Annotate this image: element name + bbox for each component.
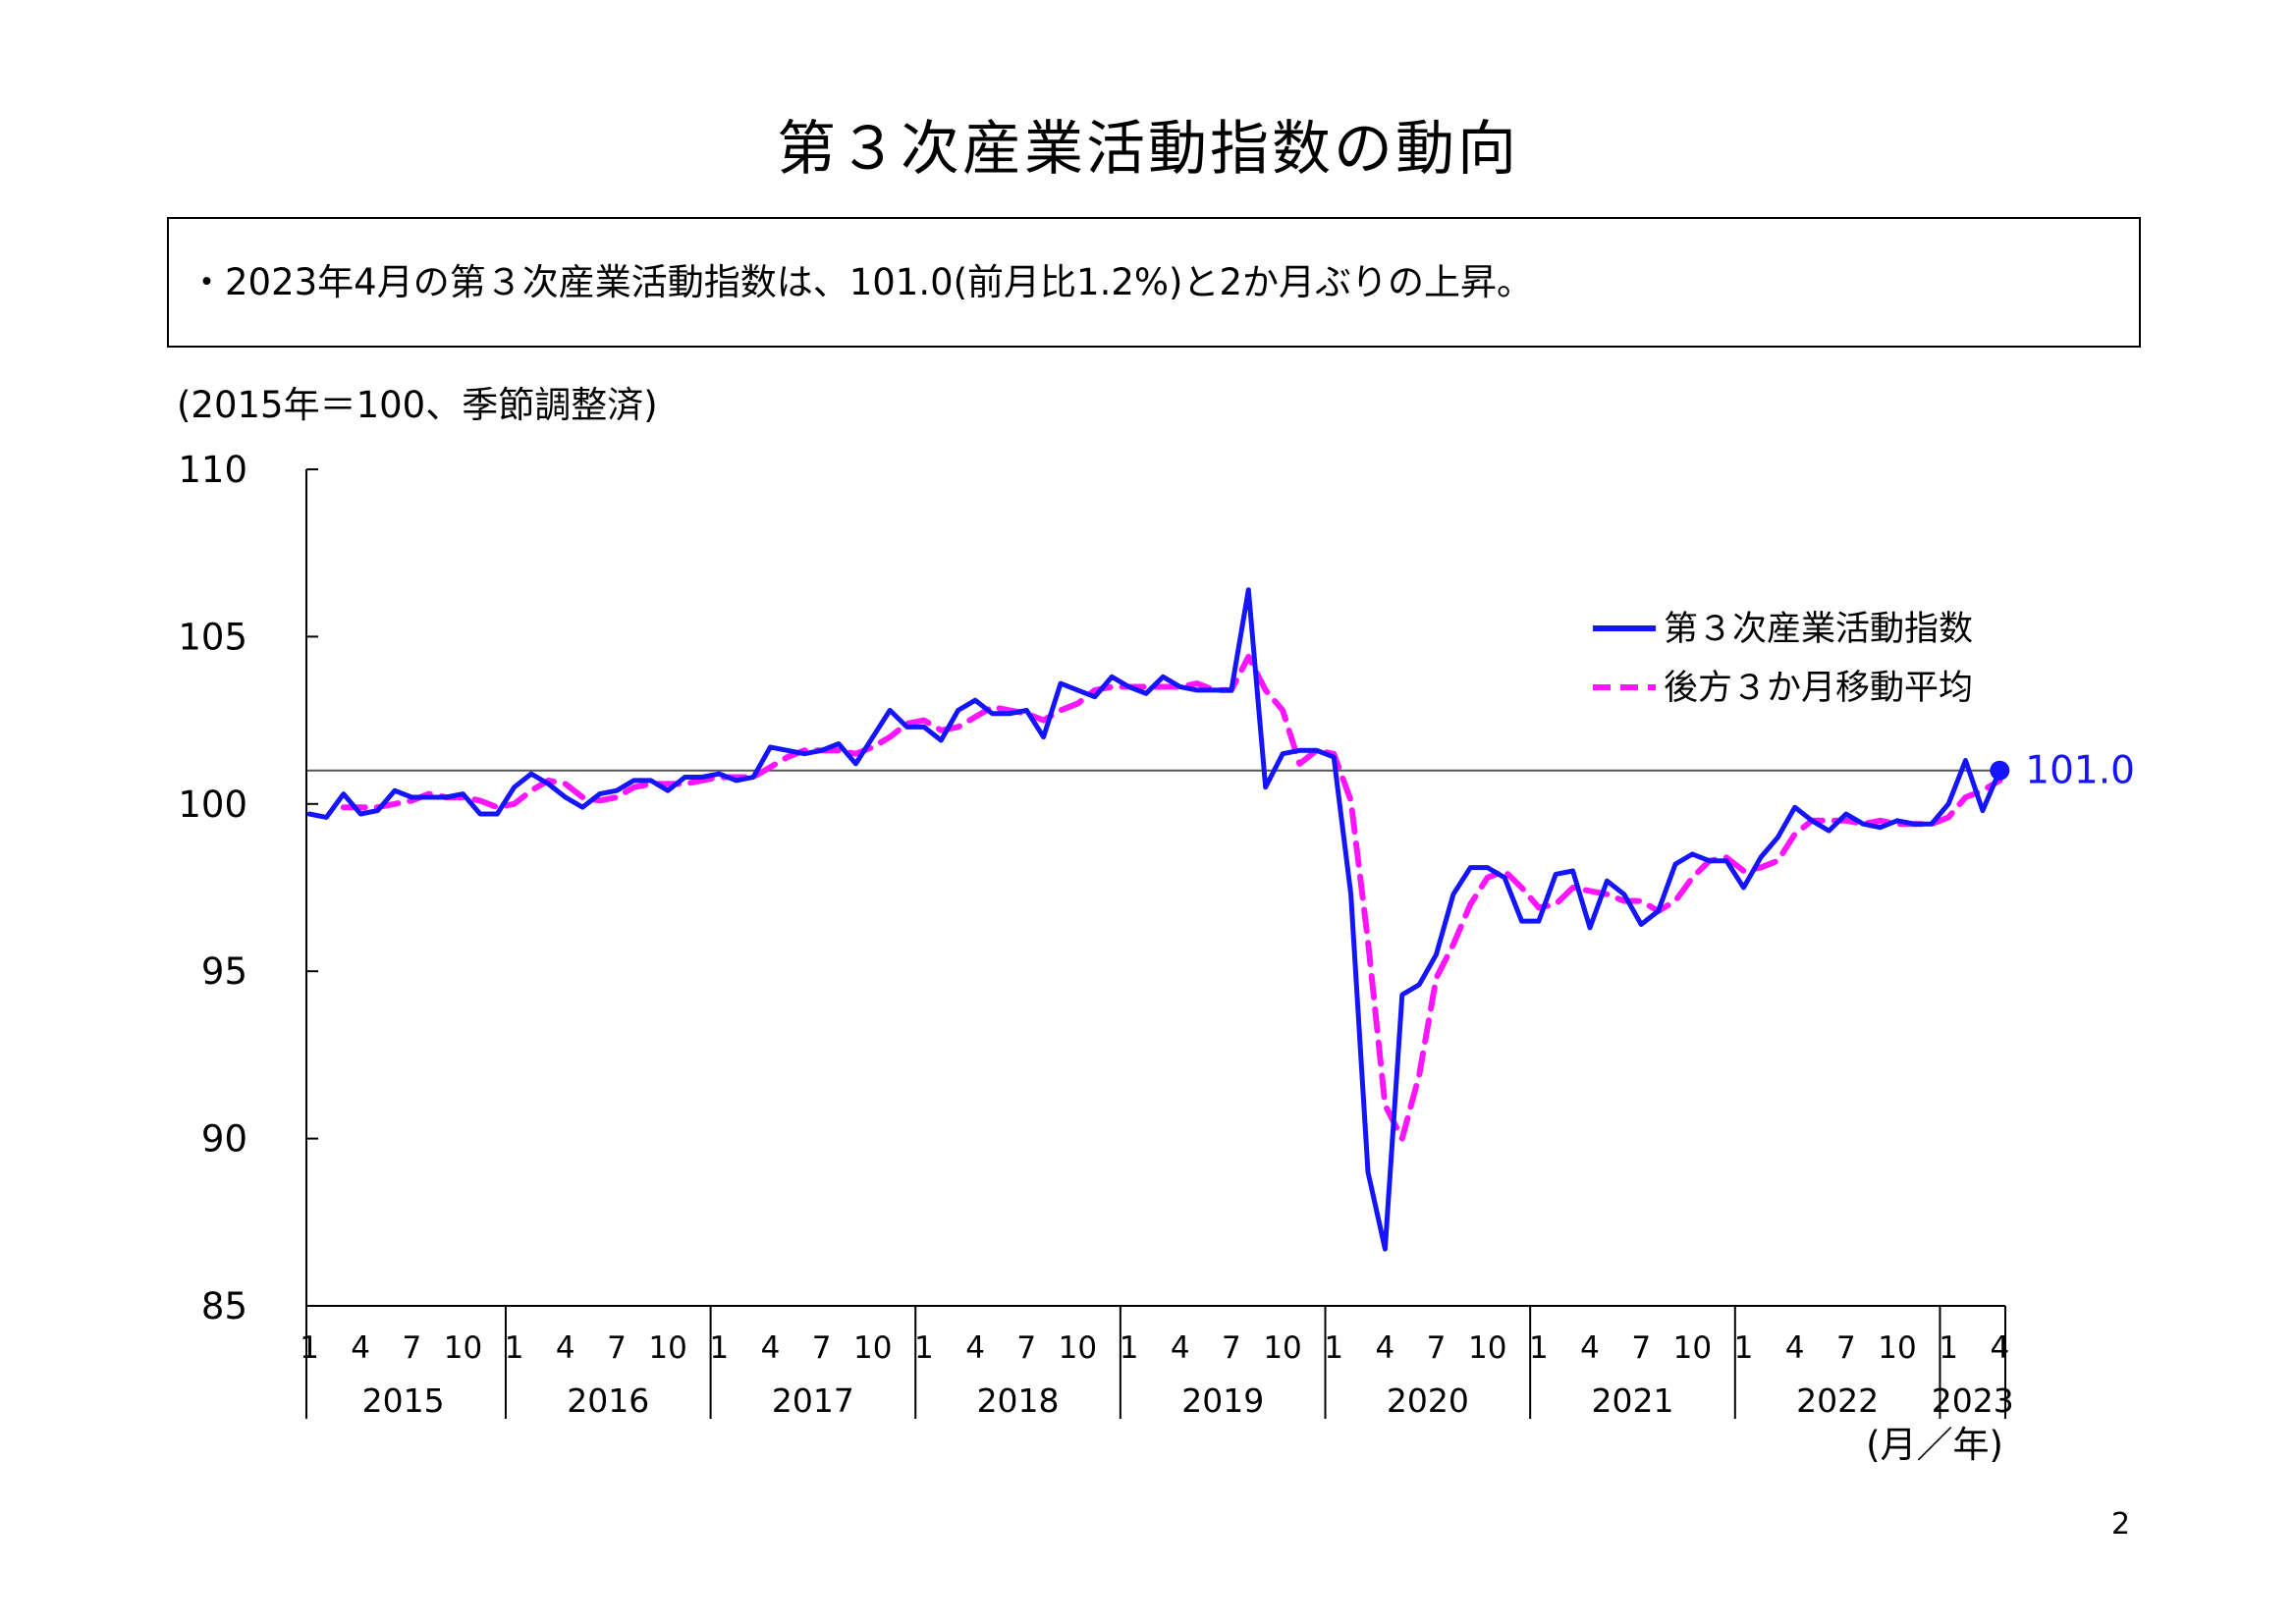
x-month-tick-label: 1 (1120, 1330, 1139, 1366)
index-line (306, 587, 2002, 1252)
last-point-marker (1990, 760, 2010, 781)
x-month-tick-label: 10 (853, 1330, 892, 1366)
x-month-tick-label: 4 (1990, 1330, 2009, 1366)
x-month-tick-label: 4 (1171, 1330, 1190, 1366)
x-month-tick-label: 4 (1580, 1330, 1600, 1366)
page-title: 第３次産業活動指数の動向 (777, 115, 1519, 184)
y-tick-label: 85 (201, 1285, 247, 1327)
x-month-tick-label: 10 (1263, 1330, 1301, 1366)
x-month-tick-label: 7 (607, 1330, 627, 1366)
x-month-tick-label: 1 (1734, 1330, 1754, 1366)
x-month-tick-label: 1 (1939, 1330, 1958, 1366)
y-tick-label: 95 (201, 950, 247, 993)
x-year-label: 2016 (567, 1381, 649, 1420)
x-month-tick-label: 4 (1376, 1330, 1395, 1366)
x-month-tick-label: 10 (1059, 1330, 1097, 1366)
legend-label-moving-average: 後方３か月移動平均 (1664, 669, 1973, 708)
x-month-tick-label: 1 (505, 1330, 524, 1366)
x-month-tick-label: 10 (1673, 1330, 1712, 1366)
x-month-tick-label: 7 (1427, 1330, 1447, 1366)
x-month-tick-label: 1 (1529, 1330, 1549, 1366)
x-month-tick-label: 7 (812, 1330, 832, 1366)
x-month-tick-label: 1 (1324, 1330, 1343, 1366)
x-month-tick-label: 4 (556, 1330, 575, 1366)
series-group: 101.0 (306, 587, 2135, 1252)
x-year-label: 2019 (1181, 1381, 1264, 1420)
x-year-label: 2021 (1591, 1381, 1673, 1420)
y-tick-label: 105 (178, 616, 247, 658)
moving-average-line (340, 653, 2003, 1142)
x-month-tick-label: 4 (761, 1330, 781, 1366)
x-month-tick-label: 7 (1631, 1330, 1651, 1366)
x-year-label: 2018 (977, 1381, 1060, 1420)
x-month-tick-label: 4 (965, 1330, 985, 1366)
x-month-tick-label: 4 (1785, 1330, 1805, 1366)
x-month-tick-label: 10 (444, 1330, 482, 1366)
unit-note: (2015年＝100、季節調整済) (177, 384, 658, 426)
x-month-tick-label: 7 (1016, 1330, 1036, 1366)
y-tick-label: 90 (201, 1118, 247, 1161)
x-month-tick-label: 10 (648, 1330, 686, 1366)
legend: 第３次産業活動指数 後方３か月移動平均 (1593, 610, 1973, 708)
x-year-label: 2022 (1796, 1381, 1879, 1420)
summary-box: ・2023年4月の第３次産業活動指数は、101.0(前月比1.2%)と2か月ぶり… (167, 217, 2141, 348)
x-month-tick-label: 10 (1468, 1330, 1506, 1366)
axes-group (305, 468, 2006, 1419)
x-month-tick-label: 4 (351, 1330, 370, 1366)
y-tick-label: 100 (178, 784, 247, 826)
summary-text: ・2023年4月の第３次産業活動指数は、101.0(前月比1.2%)と2か月ぶり… (189, 261, 1534, 303)
y-tick-label: 110 (178, 449, 247, 491)
x-month-tick-label: 1 (709, 1330, 729, 1366)
x-year-label: 2017 (772, 1381, 854, 1420)
x-month-tick-label: 7 (1836, 1330, 1856, 1366)
page-number: 2 (2111, 1507, 2131, 1542)
x-year-label: 2023 (1932, 1381, 2014, 1420)
x-month-tick-label: 7 (1222, 1330, 1241, 1366)
x-unit-label: (月／年) (1866, 1424, 2003, 1466)
x-year-label: 2020 (1387, 1381, 1469, 1420)
x-month-tick-label: 7 (402, 1330, 421, 1366)
x-month-tick-label: 1 (300, 1330, 319, 1366)
x-month-tick-label: 10 (1878, 1330, 1916, 1366)
legend-label-index: 第３次産業活動指数 (1664, 610, 1973, 649)
x-month-tick-label: 1 (914, 1330, 934, 1366)
last-point-label: 101.0 (2025, 749, 2135, 793)
x-year-label: 2015 (362, 1381, 445, 1420)
